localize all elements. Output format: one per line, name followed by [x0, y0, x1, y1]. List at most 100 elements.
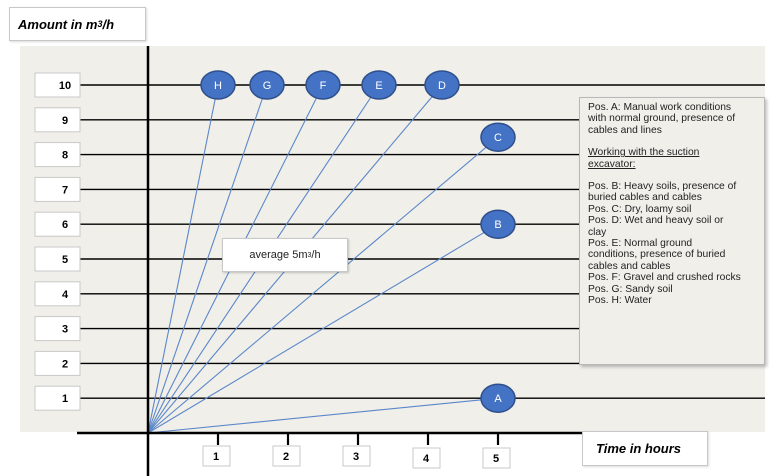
y-axis-label: Amount in m 3/h	[9, 7, 146, 41]
y-tick: 9	[34, 107, 81, 133]
x-tick-label: 3	[353, 451, 359, 463]
x-tick: 3	[342, 445, 371, 467]
legend-line: with normal ground, presence of	[588, 113, 736, 125]
y-tick: 7	[34, 176, 81, 202]
y-tick-box	[34, 316, 81, 342]
x-tick-label: 2	[283, 451, 289, 463]
y-tick: 8	[34, 142, 81, 168]
legend-line: Pos. E: Normal ground	[588, 238, 693, 250]
y-tick-box	[34, 350, 81, 376]
y-axis-label-suffix: /h	[102, 16, 115, 32]
series-marker-f: F	[305, 70, 341, 100]
legend-line: cables and lines	[588, 124, 662, 136]
y-tick: 10	[34, 72, 81, 98]
marker-label: B	[494, 219, 501, 231]
marker-label: G	[263, 80, 272, 92]
series-line-b	[147, 223, 499, 434]
marker-label: D	[438, 80, 446, 92]
y-tick-box	[34, 211, 81, 237]
legend-box: Pos. A: Manual work conditions with norm…	[579, 97, 765, 365]
y-tick-label: 10	[59, 80, 71, 92]
y-tick: 6	[34, 211, 81, 237]
legend-line: buried cables and cables	[588, 192, 702, 204]
legend-line: Pos. G: Sandy soil	[588, 283, 673, 295]
x-tick-label: 5	[493, 453, 499, 465]
marker-ellipse	[480, 122, 516, 152]
series-line-c	[147, 136, 499, 434]
x-tick-label: 4	[423, 453, 430, 465]
series-line-a	[147, 397, 499, 434]
y-axis-label-prefix: Amount in m	[18, 16, 98, 32]
y-tick-label: 5	[62, 254, 68, 266]
marker-label: E	[375, 80, 382, 92]
y-tick-label: 6	[62, 219, 68, 231]
marker-ellipse	[480, 209, 516, 239]
x-tick-box	[202, 445, 231, 467]
y-axis-label-superscript: 3	[97, 19, 103, 29]
series-line-h	[147, 84, 219, 434]
legend-line: Pos. C: Dry, loamy soil	[588, 203, 692, 215]
marker-ellipse	[249, 70, 285, 100]
y-tick: 3	[34, 316, 81, 342]
y-tick: 2	[34, 350, 81, 376]
marker-label: A	[494, 393, 502, 405]
y-tick-label: 2	[62, 358, 68, 370]
legend-line: cables and cables	[588, 260, 671, 272]
series-marker-e: E	[361, 70, 397, 100]
average-annotation: average 5m 3/h	[222, 238, 348, 272]
marker-ellipse	[480, 383, 516, 413]
x-tick: 2	[272, 445, 301, 467]
x-tick: 5	[482, 447, 511, 469]
x-tick-box	[342, 445, 371, 467]
marker-ellipse	[361, 70, 397, 100]
y-tick-box	[34, 385, 81, 411]
legend-heading: Working with the suction	[588, 147, 700, 159]
marker-label: H	[214, 80, 222, 92]
series-marker-a: A	[480, 383, 516, 413]
legend-line: Pos. D: Wet and heavy soil or	[588, 215, 724, 227]
y-tick-box	[34, 246, 81, 272]
series-line-g	[147, 84, 268, 434]
y-tick-label: 9	[62, 115, 68, 127]
marker-ellipse	[305, 70, 341, 100]
x-tick: 4	[412, 447, 441, 469]
series-marker-c: C	[480, 122, 516, 152]
legend-line: Pos. B: Heavy soils, presence of	[588, 181, 737, 193]
average-annotation-suffix: /h	[311, 249, 321, 261]
x-axis-label: Time in hours	[582, 431, 708, 466]
y-tick-box	[34, 142, 81, 168]
series-marker-g: G	[249, 70, 285, 100]
marker-label: F	[320, 80, 327, 92]
x-tick-box	[412, 447, 441, 469]
series-marker-b: B	[480, 209, 516, 239]
legend-heading: excavator:	[588, 158, 636, 170]
y-tick-box	[34, 72, 81, 98]
average-annotation-prefix: average 5m	[249, 249, 308, 261]
marker-ellipse	[424, 70, 460, 100]
y-tick-label: 1	[62, 393, 68, 405]
y-tick: 4	[34, 281, 81, 307]
series-marker-d: D	[424, 70, 460, 100]
x-tick: 1	[202, 445, 231, 467]
y-tick: 1	[34, 385, 81, 411]
y-tick-label: 4	[62, 289, 69, 301]
y-tick-box	[34, 107, 81, 133]
y-tick-box	[34, 176, 81, 202]
legend-line: Pos. A: Manual work conditions	[588, 102, 732, 113]
x-tick-box	[272, 445, 301, 467]
average-annotation-superscript: 3	[307, 251, 312, 259]
x-tick-box	[482, 447, 511, 469]
legend-line: conditions, presence of buried	[588, 249, 726, 261]
y-tick-label: 7	[62, 184, 68, 196]
marker-ellipse	[200, 70, 236, 100]
y-tick-label: 3	[62, 324, 68, 336]
marker-label: C	[494, 132, 502, 144]
legend-line: Pos. H: Water	[588, 295, 652, 307]
legend-line: Pos. F: Gravel and crushed rocks	[588, 272, 741, 284]
y-tick-box	[34, 281, 81, 307]
legend-line: clay	[588, 226, 607, 238]
x-tick-label: 1	[213, 451, 219, 463]
y-tick-label: 8	[62, 150, 68, 162]
series-marker-h: H	[200, 70, 236, 100]
y-tick: 5	[34, 246, 81, 272]
